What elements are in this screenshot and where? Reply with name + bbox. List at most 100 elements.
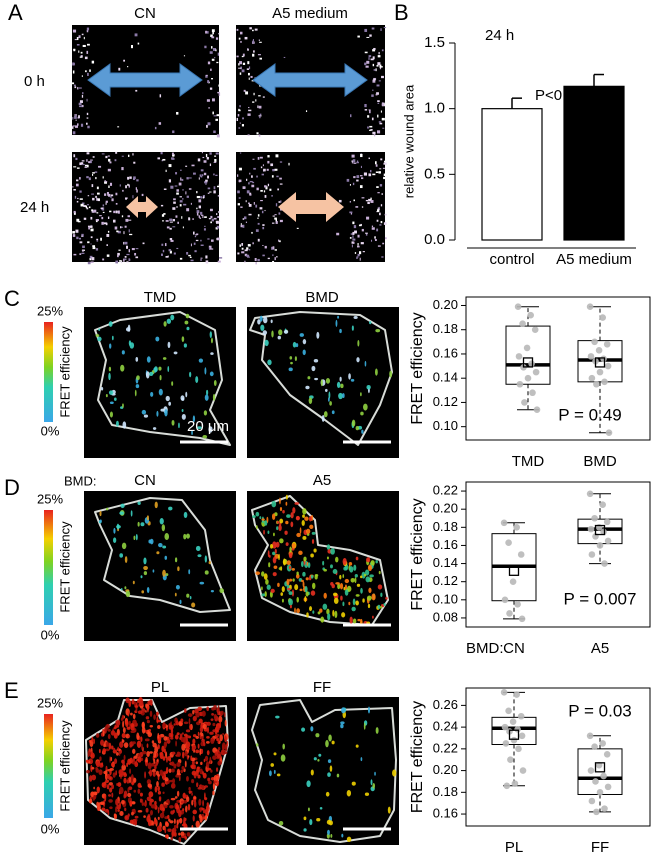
data-point xyxy=(502,740,510,747)
speckle xyxy=(178,182,182,186)
speckle xyxy=(195,239,199,242)
fluorescence-spot xyxy=(95,733,100,738)
fluorescence-spot xyxy=(355,594,360,597)
fluorescence-spot xyxy=(171,419,175,426)
speckle xyxy=(196,233,199,235)
speckle xyxy=(248,109,252,112)
speckle xyxy=(72,82,75,85)
speckle xyxy=(179,257,183,260)
row-label: 0 h xyxy=(24,73,45,90)
speckle xyxy=(73,253,77,256)
speckle xyxy=(118,249,121,251)
speckle xyxy=(202,156,205,159)
speckle xyxy=(368,198,371,202)
fluorescence-spot xyxy=(109,401,114,405)
fluorescence-spot xyxy=(168,506,173,511)
speckle xyxy=(258,134,261,137)
fluorescence-spot xyxy=(199,808,202,813)
speckle xyxy=(209,51,213,54)
speckle xyxy=(255,261,257,265)
arrow xyxy=(278,192,344,222)
fluorescence-spot xyxy=(183,533,187,540)
fluorescence-spot xyxy=(313,548,317,553)
fluorescence-spot xyxy=(187,803,191,811)
speckle xyxy=(83,217,87,220)
fluorescence-spot xyxy=(309,524,314,530)
fluorescence-spot xyxy=(336,381,341,388)
image-title: BMD xyxy=(305,289,339,306)
speckle xyxy=(176,247,179,250)
speckle xyxy=(170,185,174,189)
speckle xyxy=(246,254,250,257)
fluorescence-spot xyxy=(292,578,295,582)
speckle xyxy=(372,49,376,52)
fluorescence-spot xyxy=(301,520,305,526)
speckle xyxy=(356,179,359,182)
fluorescence-spot xyxy=(98,328,101,331)
fluorescence-spot xyxy=(191,770,197,776)
speckle xyxy=(237,252,240,255)
speckle xyxy=(242,224,245,228)
fluorescence-spot xyxy=(136,375,140,381)
fluorescence-spot xyxy=(389,370,393,378)
speckle xyxy=(384,213,387,216)
fluorescence-spot xyxy=(135,760,138,767)
data-point xyxy=(587,767,595,774)
speckle xyxy=(189,256,192,258)
speckle xyxy=(378,80,381,82)
speckle xyxy=(174,185,178,187)
speckle xyxy=(248,66,251,70)
arrow xyxy=(252,63,368,97)
fluorescence-spot xyxy=(302,581,305,588)
speckle xyxy=(274,217,277,220)
speckle xyxy=(238,67,242,69)
speckle xyxy=(376,92,379,95)
speckle xyxy=(117,210,119,213)
speckle xyxy=(253,50,255,53)
speckle xyxy=(244,249,248,252)
fluorescence-spot xyxy=(116,728,120,736)
speckle xyxy=(168,164,172,168)
fluorescence-spot xyxy=(186,832,191,837)
fluorescence-spot xyxy=(252,515,256,519)
fluorescence-spot xyxy=(148,371,154,377)
fluorescence-spot xyxy=(335,556,339,563)
micrograph xyxy=(247,697,399,845)
fluorescence-spot xyxy=(121,799,125,805)
fluorescence-spot xyxy=(314,377,319,381)
speckle xyxy=(201,174,204,177)
speckle xyxy=(352,235,354,239)
data-point xyxy=(587,353,595,360)
speckle xyxy=(244,260,246,263)
speckle xyxy=(81,233,84,237)
speckle xyxy=(120,226,124,228)
speckle xyxy=(200,169,204,172)
fluorescence-spot xyxy=(195,761,199,765)
speckle xyxy=(92,245,96,247)
fluorescence-spot xyxy=(172,778,176,784)
speckle xyxy=(379,212,381,216)
speckle xyxy=(125,185,127,189)
speckle xyxy=(115,260,119,264)
fluorescence-spot xyxy=(108,366,112,372)
speckle xyxy=(88,177,91,181)
speckle xyxy=(76,179,79,182)
speckle xyxy=(86,204,89,206)
fluorescence-spot xyxy=(295,343,299,348)
fluorescence-spot xyxy=(339,376,342,382)
speckle xyxy=(247,61,250,65)
speckle xyxy=(90,261,94,263)
speckle xyxy=(377,114,379,118)
fluorescence-spot xyxy=(141,743,143,751)
fluorescence-spot xyxy=(336,773,340,778)
speckle xyxy=(369,169,372,173)
fluorescence-spot xyxy=(275,715,280,719)
speckle xyxy=(124,241,128,245)
fluorescence-spot xyxy=(259,315,263,322)
fluorescence-spot xyxy=(198,718,203,724)
speckle xyxy=(237,190,240,194)
speckle xyxy=(205,74,208,76)
speckle xyxy=(172,219,175,222)
annotation: P<0.01 xyxy=(535,87,583,104)
fluorescence-spot xyxy=(318,753,322,757)
